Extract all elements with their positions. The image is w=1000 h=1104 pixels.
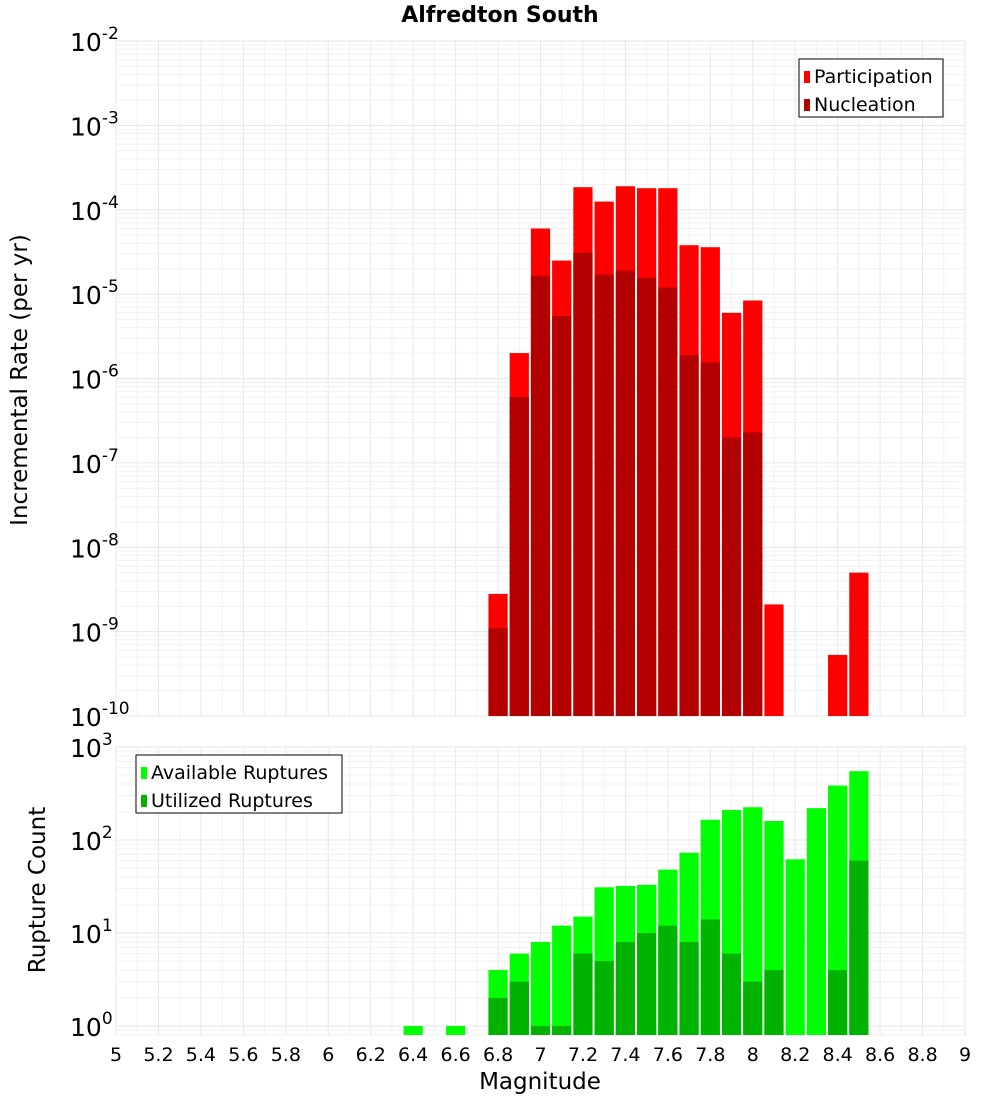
- bar-available-ruptures: [530, 942, 551, 1035]
- bar-utilized-ruptures: [594, 960, 614, 1035]
- bar-utilized-ruptures: [509, 981, 529, 1035]
- bar-available-ruptures: [785, 859, 805, 1035]
- x-tick-label: 8.2: [780, 1044, 810, 1066]
- x-tick-label: 7.2: [568, 1044, 598, 1066]
- bottom-plot-legend: Available Ruptures Utilized Ruptures: [135, 754, 343, 814]
- bar-nucleation: [552, 316, 572, 716]
- legend-swatch: [804, 71, 810, 83]
- bar-utilized-ruptures: [721, 953, 742, 1035]
- top-plot-bars: [488, 186, 869, 717]
- x-tick-label: 9: [959, 1044, 971, 1066]
- bar-available-ruptures: [445, 1025, 466, 1035]
- top-plot-grid: [115, 40, 966, 717]
- bar-utilized-ruptures: [679, 942, 699, 1035]
- x-tick-label: 6.8: [483, 1044, 513, 1066]
- x-axis-title: Magnitude: [479, 1069, 601, 1095]
- legend-swatch: [804, 99, 810, 111]
- bottom-y-axis-title: Rupture Count: [25, 807, 51, 973]
- bar-utilized-ruptures: [552, 1025, 572, 1035]
- y-tick-label: 103: [70, 730, 113, 763]
- y-tick-label: 10-10: [70, 699, 130, 732]
- x-tick-label: 8.6: [865, 1044, 895, 1066]
- x-tick-label: 6: [322, 1044, 334, 1066]
- bar-available-ruptures: [403, 1025, 423, 1035]
- bar-utilized-ruptures: [530, 1025, 551, 1035]
- bar-nucleation: [743, 432, 763, 716]
- x-tick-label: 5.6: [228, 1044, 258, 1066]
- bar-available-ruptures: [806, 808, 827, 1035]
- bar-nucleation: [530, 275, 551, 716]
- y-tick-label: 100: [70, 1009, 113, 1042]
- y-tick-label: 10-8: [70, 530, 119, 563]
- bar-nucleation: [615, 270, 636, 716]
- x-tick-label: 5.4: [186, 1044, 216, 1066]
- bar-utilized-ruptures: [700, 919, 720, 1035]
- x-tick-label: 7.8: [695, 1044, 725, 1066]
- legend-swatch: [141, 767, 147, 779]
- legend-label: Utilized Ruptures: [151, 790, 313, 812]
- y-tick-label: 10-5: [70, 277, 119, 310]
- bar-utilized-ruptures: [849, 860, 869, 1035]
- x-tick-label: 6.2: [356, 1044, 386, 1066]
- bar-available-ruptures: [743, 807, 763, 1035]
- legend-label: Participation: [814, 66, 933, 88]
- x-tick-label: 7.4: [610, 1044, 640, 1066]
- bar-nucleation: [679, 354, 699, 716]
- y-tick-label: 10-4: [70, 193, 119, 226]
- bar-nucleation: [658, 287, 678, 716]
- bar-nucleation: [509, 397, 529, 716]
- y-tick-label: 10-3: [70, 108, 119, 141]
- x-tick-label: 5.2: [143, 1044, 173, 1066]
- x-tick-label: 8: [747, 1044, 759, 1066]
- x-tick-label: 8.8: [907, 1044, 937, 1066]
- x-tick-label: 5.8: [271, 1044, 301, 1066]
- legend-label: Nucleation: [814, 94, 916, 116]
- y-tick-label: 10-6: [70, 362, 119, 395]
- bar-participation: [764, 604, 784, 716]
- y-tick-label: 10-9: [70, 615, 119, 648]
- bar-utilized-ruptures: [828, 969, 848, 1035]
- chart-title: Alfredton South: [401, 3, 598, 28]
- x-tick-label: 7: [534, 1044, 546, 1066]
- bar-participation: [849, 572, 869, 716]
- bar-nucleation: [700, 362, 720, 716]
- legend-box: [135, 754, 343, 814]
- bottom-plot-y-ticks: 100 101 102 103: [70, 730, 113, 1042]
- x-tick-label: 8.4: [823, 1044, 853, 1066]
- bar-nucleation: [637, 278, 657, 716]
- bar-nucleation: [488, 628, 508, 716]
- bar-utilized-ruptures: [637, 932, 657, 1035]
- x-tick-label: 6.4: [398, 1044, 428, 1066]
- top-y-axis-title: Incremental Rate (per yr): [7, 234, 33, 526]
- bar-utilized-ruptures: [764, 969, 784, 1035]
- top-plot-y-ticks: 10-10 10-9 10-8 10-7 10-6 10-5 10-4 10-3 10-2: [70, 24, 130, 732]
- bar-utilized-ruptures: [573, 953, 593, 1035]
- bar-nucleation: [721, 437, 742, 716]
- x-tick-label: 5: [110, 1044, 122, 1066]
- y-tick-label: 10-7: [70, 446, 119, 479]
- legend-box: [798, 58, 944, 118]
- y-tick-label: 102: [70, 823, 113, 856]
- bar-utilized-ruptures: [658, 925, 678, 1035]
- x-tick-label: 7.6: [653, 1044, 683, 1066]
- bar-utilized-ruptures: [743, 981, 763, 1035]
- y-tick-label: 10-2: [70, 24, 119, 57]
- bottom-plot-x-ticks: 5 5.2 5.4 5.6 5.8 6 6.2 6.4 6.6 6.8 7 7.2 7.4 7.6 7.8 8…: [110, 1044, 971, 1066]
- legend-swatch: [141, 795, 147, 807]
- bar-utilized-ruptures: [488, 997, 508, 1035]
- bar-nucleation: [594, 274, 614, 716]
- bar-participation: [828, 654, 848, 716]
- bottom-plot-bars: [403, 771, 869, 1035]
- bar-utilized-ruptures: [615, 942, 636, 1035]
- legend-label: Available Ruptures: [151, 762, 328, 784]
- top-plot-legend: Participation Nucleation: [798, 58, 944, 118]
- bar-available-ruptures: [552, 925, 572, 1035]
- x-tick-label: 6.6: [440, 1044, 470, 1066]
- bar-nucleation: [573, 252, 593, 716]
- y-tick-label: 101: [70, 916, 113, 949]
